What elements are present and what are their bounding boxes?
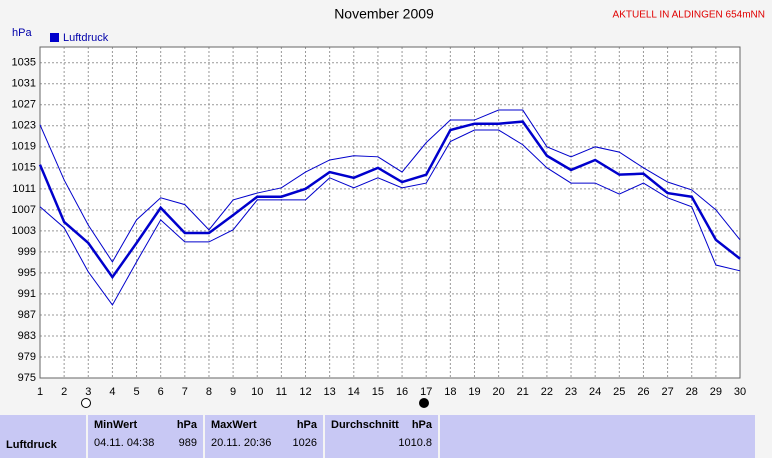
unit: hPa <box>411 419 432 431</box>
header: MaxWert <box>211 419 257 431</box>
x-tick-label: 1 <box>37 386 43 398</box>
y-tick-label: 1023 <box>12 120 36 132</box>
legend-swatch <box>50 33 59 42</box>
x-tick-label: 7 <box>182 386 188 398</box>
x-tick-label: 25 <box>613 386 625 398</box>
y-tick-label: 1031 <box>12 78 36 90</box>
moon-icon <box>419 398 429 408</box>
y-tick-label: 975 <box>18 372 36 384</box>
y-axis-label: hPa <box>12 27 32 39</box>
x-tick-label: 8 <box>206 386 212 398</box>
series-line <box>39 109 741 263</box>
unit: hPa <box>296 419 317 431</box>
x-tick-label: 22 <box>541 386 553 398</box>
x-tick-label: 11 <box>276 386 287 398</box>
min-cell: MinWert hPa 04.11. 04:38 989 <box>88 415 205 458</box>
y-tick-label: 999 <box>18 246 36 258</box>
y-tick-label: 979 <box>18 351 36 363</box>
x-tick-label: 9 <box>230 386 236 398</box>
time: 20.11. 20:36 <box>211 437 272 449</box>
chart-title: November 2009 <box>334 6 434 22</box>
y-tick-label: 1027 <box>12 99 36 111</box>
x-tick-label: 2 <box>61 386 67 398</box>
x-tick-label: 30 <box>734 386 746 398</box>
y-tick-label: 1019 <box>12 141 36 153</box>
x-tick-label: 27 <box>661 386 673 398</box>
max-cell: MaxWert hPa 20.11. 20:36 1026 <box>205 415 325 458</box>
y-tick-label: 987 <box>18 309 36 321</box>
x-tick-label: 13 <box>324 386 336 398</box>
x-tick-label: 3 <box>85 386 91 398</box>
y-tick-label: 995 <box>18 267 36 279</box>
x-tick-label: 29 <box>710 386 722 398</box>
legend-label: Luftdruck <box>63 32 109 44</box>
x-tick-label: 5 <box>133 386 139 398</box>
x-tick-label: 6 <box>158 386 164 398</box>
x-tick-label: 23 <box>565 386 577 398</box>
series-line <box>38 120 741 280</box>
x-tick-label: 10 <box>251 386 263 398</box>
y-tick-label: 983 <box>18 330 36 342</box>
time: 04.11. 04:38 <box>94 437 155 449</box>
y-tick-label: 1011 <box>12 183 36 195</box>
x-tick-label: 18 <box>444 386 456 398</box>
x-tick-label: 4 <box>109 386 115 398</box>
x-tick-label: 24 <box>589 386 601 398</box>
x-tick-label: 26 <box>637 386 649 398</box>
x-tick-label: 19 <box>468 386 480 398</box>
x-tick-label: 21 <box>517 386 529 398</box>
x-tick-label: 15 <box>372 386 384 398</box>
y-tick-label: 1015 <box>12 162 36 174</box>
value: 989 <box>178 437 197 449</box>
subtitle: AKTUELL IN ALDINGEN 654mNN <box>613 10 765 21</box>
moon-icon <box>81 398 91 408</box>
y-tick-label: 1035 <box>12 57 36 69</box>
unit: hPa <box>176 419 197 431</box>
x-tick-label: 28 <box>686 386 698 398</box>
x-tick-label: 12 <box>299 386 311 398</box>
plot-border <box>39 46 741 379</box>
header: Durchschnitt <box>331 419 399 431</box>
x-tick-label: 20 <box>492 386 504 398</box>
x-tick-label: 17 <box>420 386 432 398</box>
x-tick-label: 14 <box>348 386 360 398</box>
y-tick-label: 991 <box>18 288 36 300</box>
row-label: Luftdruck <box>0 415 88 458</box>
header: MinWert <box>94 419 138 431</box>
y-tick-label: 1007 <box>12 204 36 216</box>
value: 1010.8 <box>398 437 432 449</box>
summary-table: Luftdruck MinWert hPa 04.11. 04:38 989 Max… <box>0 415 755 458</box>
series-line <box>39 129 741 306</box>
value: 1026 <box>292 437 317 449</box>
y-tick-label: 1003 <box>12 225 36 237</box>
chart: November 2009 AKTUELL IN ALDINGEN 654mNN… <box>12 6 765 408</box>
x-tick-label: 16 <box>396 386 408 398</box>
avg-cell: Durchschnitt hPa 1010.8 <box>325 415 440 458</box>
